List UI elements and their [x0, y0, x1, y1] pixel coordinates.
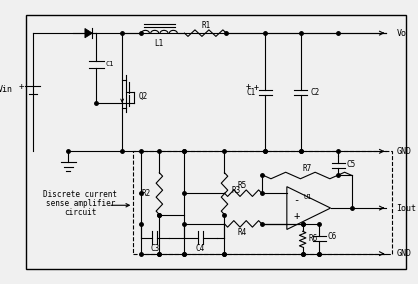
Text: R1: R1: [201, 21, 211, 30]
Text: circuit: circuit: [64, 208, 97, 217]
Text: +: +: [245, 82, 250, 91]
Text: R4: R4: [237, 228, 247, 237]
Text: R6: R6: [308, 234, 318, 243]
Text: C2: C2: [310, 88, 319, 97]
Text: +: +: [254, 83, 259, 92]
Text: Discrete current: Discrete current: [43, 190, 117, 199]
Polygon shape: [85, 28, 92, 38]
Text: -: -: [293, 195, 299, 205]
Text: +: +: [19, 82, 24, 91]
Text: +: +: [293, 210, 299, 220]
Text: R2: R2: [142, 189, 151, 198]
Text: R7: R7: [303, 164, 312, 173]
Text: C1: C1: [247, 88, 256, 97]
Text: U1: U1: [303, 194, 311, 200]
Text: GND: GND: [397, 249, 412, 258]
Text: Vin: Vin: [0, 85, 13, 94]
Text: C4: C4: [196, 244, 205, 252]
Text: Q2: Q2: [139, 92, 148, 101]
Text: R3: R3: [232, 186, 241, 195]
Text: sense amplifier: sense amplifier: [46, 199, 115, 208]
Text: Vo: Vo: [397, 29, 407, 38]
Text: L1: L1: [155, 39, 164, 48]
Text: C3: C3: [150, 244, 159, 252]
Text: Iout: Iout: [397, 204, 417, 212]
Text: C1: C1: [105, 61, 114, 67]
Text: R5: R5: [237, 181, 247, 190]
Text: GND: GND: [397, 147, 412, 156]
Text: C5: C5: [347, 160, 356, 169]
Text: C6: C6: [328, 232, 337, 241]
